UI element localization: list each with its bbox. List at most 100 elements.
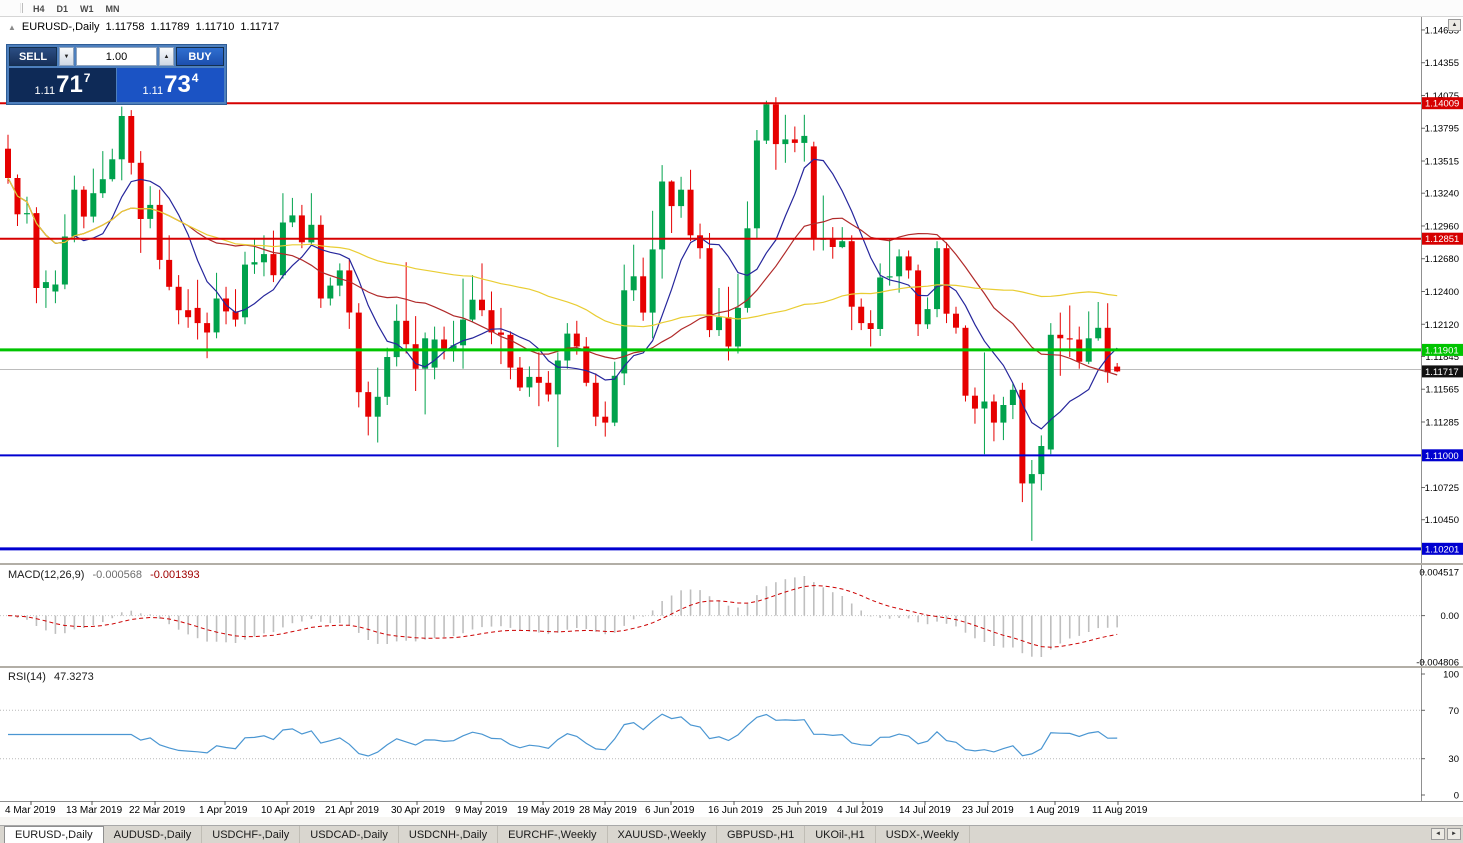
candle-body [564,333,571,361]
sell-price-sup: 7 [83,71,91,85]
price-axis-label: 1.11565 [1425,385,1459,396]
spin-up-icon: ▲ [163,53,170,60]
chart-tab-usdchf-daily[interactable]: USDCHF-,Daily [202,826,301,843]
candle-body [298,215,305,243]
candle-body [42,282,49,288]
candle-body [858,306,865,324]
timeframe-button-w1[interactable]: W1 [80,4,94,14]
price-line-label-text: 1.10201 [1425,544,1459,555]
candle-body [185,310,192,318]
candle-body [317,224,324,299]
time-axis-label: 1 Apr 2019 [199,805,248,816]
candle-body [90,193,97,217]
time-axis-label: 19 May 2019 [517,805,575,816]
sell-price-display[interactable]: 1.11 71 7 [9,68,116,102]
candle-body [232,311,239,320]
time-axis-label: 30 Apr 2019 [391,805,445,816]
buy-price-display[interactable]: 1.11 73 4 [117,68,224,102]
candle-body [242,264,248,318]
time-axis-scale[interactable] [0,802,1463,817]
candle-body [753,140,760,229]
price-axis-label: 1.11285 [1425,418,1459,429]
candle-body [611,375,618,423]
candle-body [687,189,694,236]
candle-body [1019,389,1026,484]
candle-body [554,360,561,395]
panel-divider[interactable] [0,563,1463,565]
candle-body [905,256,912,271]
price-line-label-text: 1.11717 [1425,367,1459,378]
candle-body [80,189,87,217]
price-axis-label: 1.13240 [1425,189,1459,200]
price-line-label [1422,365,1463,378]
candle-body [128,116,135,163]
macd-title: MACD(12,26,9) [8,569,85,581]
candle-body [450,345,457,349]
candle-body [374,396,381,417]
chart-tab-gbpusd-h1[interactable]: GBPUSD-,H1 [717,826,806,843]
chart-scroll-up-button[interactable]: ▲ [1448,19,1461,31]
time-axis-label: 9 May 2019 [455,805,508,816]
time-axis-label: 6 Jun 2019 [645,805,695,816]
sell-price-prefix: 1.11 [34,85,56,97]
time-axis-label: 13 Mar 2019 [66,805,123,816]
rsi-panel-plot[interactable] [0,668,1421,801]
volume-decrease-button[interactable]: ▼ [59,47,74,66]
volume-input[interactable] [76,47,157,66]
candle-body [1047,334,1054,450]
macd-panel-plot[interactable] [0,565,1421,666]
macd-indicator-header: MACD(12,26,9) -0.000568 -0.001393 [8,569,200,581]
timeframe-button-d1[interactable]: D1 [56,4,69,14]
candle-body [592,382,599,417]
chart-ohlc-header: ▲ EURUSD-,Daily 1.11758 1.11789 1.11710 … [8,21,279,33]
candle-body [848,241,855,307]
chart-symbol-period: EURUSD-,Daily [21,21,100,33]
price-axis-label: 1.13795 [1425,124,1459,135]
candle-body [412,344,419,369]
price-line-label [1422,343,1463,356]
volume-increase-button[interactable]: ▲ [159,47,174,66]
candle-body [488,310,495,333]
price-line-label [1422,97,1463,110]
panel-divider[interactable] [0,666,1463,668]
macd-axis-label: 0.004517 [1419,568,1459,579]
price-axis-label: 1.12680 [1425,254,1459,265]
candle-body [573,333,580,347]
candle-body [23,213,30,215]
ma-slow-line [7,177,1118,328]
candle-body [924,309,931,325]
chart-tab-eurchf-weekly[interactable]: EURCHF-,Weekly [498,826,608,843]
candle-body [1000,405,1007,423]
chart-tab-audusd-daily[interactable]: AUDUSD-,Daily [104,826,203,843]
sell-button[interactable]: SELL [9,47,57,66]
candle-body [678,189,685,207]
chart-tab-eurusd-daily[interactable]: EURUSD-,Daily [4,826,104,843]
chart-tab-usdx-weekly[interactable]: USDX-,Weekly [876,826,970,843]
chart-tab-usdcnh-daily[interactable]: USDCNH-,Daily [399,826,499,843]
time-axis-label: 25 Jun 2019 [772,805,827,816]
sell-price-big: 71 [56,71,83,98]
tab-scroll-right-button[interactable]: ► [1447,828,1461,840]
candle-body [355,312,362,393]
chart-tab-xauusd-weekly[interactable]: XAUUSD-,Weekly [608,826,717,843]
buy-button[interactable]: BUY [176,47,224,66]
rsi-title: RSI(14) [8,671,46,683]
candle-body [791,139,798,143]
tab-scroll-left-button[interactable]: ◄ [1431,828,1445,840]
candle-body [659,181,666,250]
candle-body [886,276,893,278]
candle-body [1028,474,1035,484]
candle-body [71,189,78,237]
timeframe-button-mn[interactable]: MN [105,4,120,14]
candle-body [516,367,523,388]
rsi-axis-label: 70 [1448,706,1459,717]
candle-body [213,298,220,333]
timeframe-button-h4[interactable]: H4 [33,4,45,14]
chart-tab-usdcad-daily[interactable]: USDCAD-,Daily [300,826,399,843]
timeframe-buttons: H4 D1 W1 MN [27,0,126,17]
price-line-label [1422,449,1463,462]
chart-tab-ukoil-h1[interactable]: UKOil-,H1 [805,826,876,843]
trade-panel-collapse-icon[interactable]: ▲ [8,22,16,32]
